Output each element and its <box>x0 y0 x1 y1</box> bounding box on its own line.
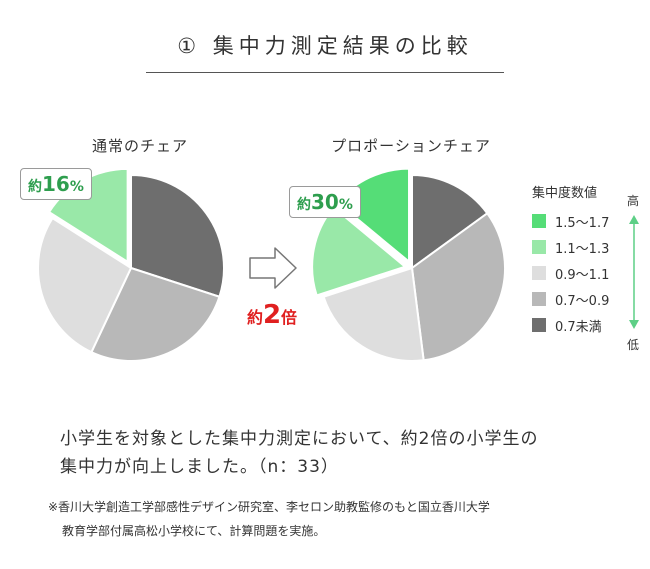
right-arrow-icon <box>249 247 297 289</box>
callout-normal-chair: 約16% <box>20 168 92 200</box>
pie-chart-proportion-chair <box>311 167 506 362</box>
scale-arrow-up-icon <box>629 215 639 224</box>
chart-title-proportion-chair: プロポーションチェア <box>331 137 491 155</box>
scale-high-label: 高 <box>627 194 640 208</box>
legend-item: 0.9〜1.1 <box>532 265 610 283</box>
pie-slice <box>130 173 225 298</box>
footnote-line: 教育学部付属高松小学校にて、計算問題を実施。 <box>62 524 326 538</box>
pie-slice <box>410 211 506 362</box>
legend-swatch <box>532 214 546 228</box>
ratio-suffix: 倍 <box>281 308 298 327</box>
pie-chart-normal-chair <box>37 167 225 362</box>
footnote: ※香川大学創造工学部感性デザイン研究室、李セロン助教監修のもと国立香川大学 教育… <box>48 495 618 543</box>
legend-item: 1.1〜1.3 <box>532 239 610 257</box>
legend-label: 0.7〜0.9 <box>555 293 610 309</box>
title-underline <box>146 72 504 73</box>
callout-prefix: 約 <box>28 179 42 195</box>
pie-slice <box>411 173 489 270</box>
callout-prefix: 約 <box>297 197 311 213</box>
legend-item: 0.7未満 <box>532 317 602 335</box>
chart-title-normal-chair: 通常のチェア <box>91 137 188 155</box>
callout-value: 16 <box>42 172 70 196</box>
scale-arrow-down-icon <box>629 320 639 329</box>
pie-slice <box>322 266 425 362</box>
legend-label: 1.5〜1.7 <box>555 215 610 231</box>
legend-swatch <box>532 292 546 306</box>
ratio-prefix: 約 <box>246 308 263 327</box>
legend-swatch <box>532 266 546 280</box>
legend-label: 0.9〜1.1 <box>555 267 610 283</box>
ratio-label: 約2倍 <box>232 300 312 330</box>
legend-item: 0.7〜0.9 <box>532 291 610 309</box>
description-line: 小学生を対象とした集中力測定において、約2倍の小学生の <box>60 429 539 449</box>
pie-slice <box>37 216 133 354</box>
footnote-line: ※香川大学創造工学部感性デザイン研究室、李セロン助教監修のもと国立香川大学 <box>48 500 490 514</box>
pie-slice <box>90 266 221 362</box>
callout-value: 30 <box>311 190 339 214</box>
scale-low-label: 低 <box>627 338 640 352</box>
legend-swatch <box>532 318 546 332</box>
ratio-value: 2 <box>262 300 282 330</box>
description-line: 集中力が向上しました。（n：33） <box>60 457 339 477</box>
legend-label: 0.7未満 <box>555 319 602 335</box>
legend-title: 集中度数値 <box>532 186 598 201</box>
callout-suffix: % <box>338 197 353 213</box>
legend-item: 1.5〜1.7 <box>532 213 610 231</box>
legend-label: 1.1〜1.3 <box>555 241 610 257</box>
callout-suffix: % <box>69 179 84 195</box>
callout-proportion-chair: 約30% <box>289 186 361 218</box>
description: 小学生を対象とした集中力測定において、約2倍の小学生の 集中力が向上しました。（… <box>60 425 620 481</box>
legend-swatch <box>532 240 546 254</box>
page-title: ① 集中力測定結果の比較 <box>177 34 473 58</box>
